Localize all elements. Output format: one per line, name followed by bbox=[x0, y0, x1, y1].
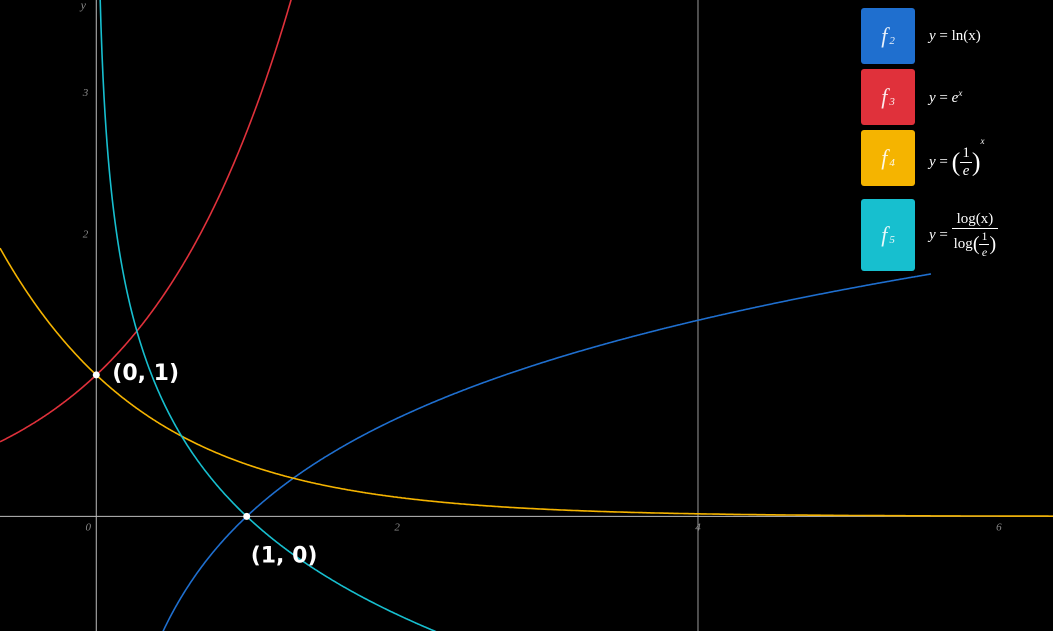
x-tick-label-1: 2 bbox=[394, 521, 400, 533]
y-tick-label-1: 3 bbox=[82, 87, 89, 99]
y-axis-label: y bbox=[80, 0, 87, 12]
x-tick-label-2: 4 bbox=[695, 521, 701, 533]
point-label-0: (0, 1) bbox=[112, 361, 179, 386]
curve-f2 bbox=[106, 274, 931, 631]
x-tick-label-0: 0 bbox=[86, 521, 92, 533]
point-label-1: (1, 0) bbox=[251, 543, 318, 568]
f2-equation: y = ln(x) bbox=[929, 28, 981, 45]
point-1 bbox=[243, 513, 250, 520]
x-tick-label-3: 6 bbox=[996, 521, 1002, 533]
point-layer: (0, 1) (1, 0) bbox=[93, 361, 318, 568]
point-0 bbox=[93, 371, 100, 378]
y-tick-label-0: 2 bbox=[83, 228, 89, 240]
f5-equation: y = log(x) log(1 e) bbox=[929, 211, 998, 260]
f3-equation: y = ex bbox=[929, 88, 962, 107]
f4-equation: y = (1 e)x bbox=[929, 136, 984, 180]
